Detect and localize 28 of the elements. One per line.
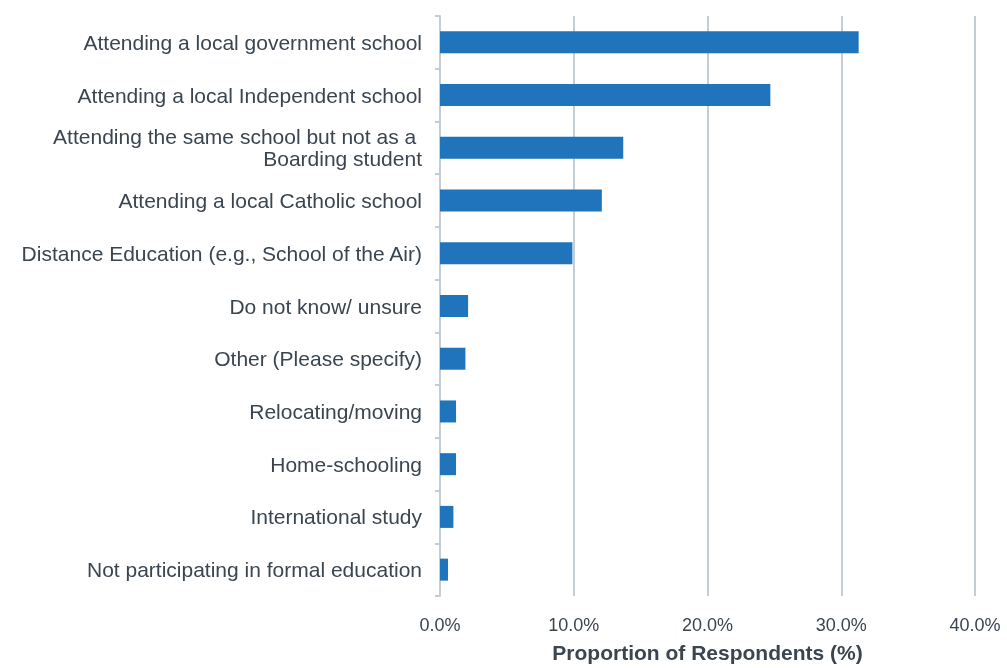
bar: [440, 84, 771, 107]
y-tick-label: Distance Education (e.g., School of the Air): [21, 241, 422, 265]
y-tick-label: Not participating in formal education: [86, 558, 422, 582]
bar: [440, 400, 457, 423]
y-tick-label: Home-schooling: [270, 452, 422, 476]
x-tick-label: 0.0%: [419, 615, 461, 635]
y-tick-label: Attending the same school but not as a Boarding student: [53, 125, 423, 171]
y-tick-label: Attending a local Independent school: [77, 83, 422, 107]
y-tick-label: Relocating/moving: [249, 399, 422, 423]
y-tick-label: International study: [250, 505, 423, 529]
x-tick-label: 40.0%: [949, 615, 1001, 635]
x-axis-title: Proportion of Respondents (%): [552, 641, 863, 664]
y-tick-label: Other (Please specify): [214, 347, 422, 371]
bar: [440, 558, 449, 581]
y-tick-label: Do not know/ unsure: [229, 294, 422, 318]
bar: [440, 136, 624, 159]
y-tick-label: Attending a local Catholic school: [118, 189, 422, 213]
bar: [440, 31, 859, 54]
y-tick-label: Attending a local government school: [83, 30, 422, 54]
bar: [440, 242, 573, 265]
x-tick-label: 10.0%: [548, 615, 600, 635]
x-tick-label: 20.0%: [681, 615, 734, 635]
x-tick-label: 30.0%: [815, 615, 867, 635]
bar: [440, 347, 466, 370]
bar: [440, 295, 469, 317]
bar: [440, 505, 454, 528]
bar: [440, 189, 602, 212]
bar: [440, 453, 457, 476]
